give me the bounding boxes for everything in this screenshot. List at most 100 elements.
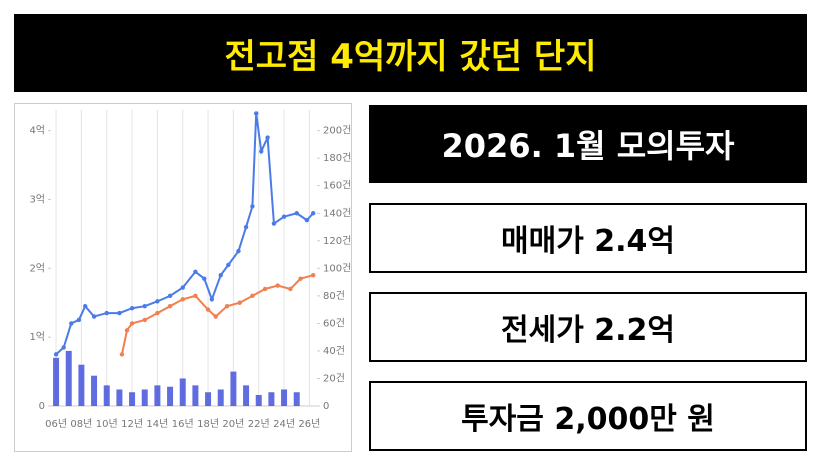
volume-bar [179,378,186,406]
price-point [76,317,82,323]
price-point [259,149,264,154]
volume-bar [78,364,85,406]
x-tick-label: 14년 [146,418,168,430]
y2-tick-label: 140건 [323,207,351,219]
y-tick-label: 1억 [29,331,45,343]
volume-bar [255,394,262,406]
price-point [142,303,147,309]
price-point [155,299,160,304]
volume-bar [65,350,72,406]
y-tick-label: 2억 [29,262,45,274]
volume-bar [167,386,174,406]
y2-tick-label: 160건 [323,180,351,192]
chart-frame: 06년 08년 10년 12년 14년 16년 18년 20년 22년 24년 26년 0 1억 2억 3억… [14,103,352,452]
x-tick-label: 16년 [172,418,194,430]
volume-bar [192,385,199,406]
info-box: 전세가 2.2억 [369,292,807,362]
price-point [129,321,135,326]
y2-tick-label: 40건 [323,345,345,357]
price-point [167,303,173,309]
price-point [288,286,293,292]
price-point [250,204,255,209]
price-point [311,211,316,216]
volume-bar [281,389,288,406]
price-point [91,314,97,319]
volume-bar [217,389,224,406]
price-point [124,328,130,333]
price-point [202,276,207,281]
x-tick-label: 18년 [197,418,219,430]
volume-bar [293,392,300,406]
volume-bar [268,392,275,406]
price-point [213,314,218,319]
price-point [262,286,268,292]
price-point [69,321,74,326]
price-point [254,111,259,116]
volume-bar [205,392,212,406]
chart: 06년 08년 10년 12년 14년 16년 18년 20년 22년 24년 26년01억2억3억… [29,110,351,430]
x-tick-label: 20년 [222,418,244,430]
y2-tick-label: 120건 [323,235,351,247]
info-box: 투자금 2,000만 원 [369,381,807,451]
price-point [226,262,231,268]
volume-bar [116,389,123,406]
x-tick-label: 06년 [45,418,67,430]
price-point [243,224,249,230]
price-point [209,297,215,302]
price-point [129,306,135,311]
x-tick-label: 12년 [121,418,143,430]
price-point [83,303,88,309]
price-point [236,248,241,254]
price-point [265,135,270,140]
price-point [193,269,198,274]
price-point [304,217,310,223]
y2-tick-label: 0 [323,401,329,412]
price-point [180,297,185,302]
volume-bar [141,389,148,406]
info-box: 매매가 2.4억 [369,203,807,273]
price-point [275,283,280,288]
y2-tick-label: 100건 [323,262,351,274]
price-point [142,317,147,323]
y-tick-label: 4억 [29,125,45,137]
volume-bar [53,357,60,406]
price-point [117,310,122,316]
y2-tick-label: 20건 [323,372,345,384]
x-tick-label: 24년 [273,418,295,430]
price-point [61,345,66,350]
price-point [250,293,255,299]
price-point [298,276,303,281]
volume-bar [103,385,110,406]
price-point [271,221,277,226]
x-tick-label: 10년 [96,418,118,430]
price-point [294,211,299,216]
price-point [53,352,59,357]
volume-bar [243,385,250,406]
volume-bar [129,392,136,406]
price-point [193,293,198,299]
price-point [180,285,185,290]
price-point [218,273,223,278]
volume-bar [91,375,98,406]
x-tick-label: 08년 [70,418,92,430]
price-point [311,273,316,278]
volume-bar [154,385,161,406]
x-tick-label: 22년 [248,418,270,430]
price-point [167,293,173,299]
price-point [155,310,160,316]
x-tick-label: 26년 [298,418,320,430]
y2-tick-label: 60건 [323,317,345,329]
price-point [224,303,230,309]
price-point [281,214,287,219]
price-point [237,300,242,305]
info-heading: 2026. 1월 모의투자 [369,105,807,183]
price-point [104,310,109,316]
y2-tick-label: 200건 [323,125,351,137]
volume-bar [230,371,237,406]
y-tick-label: 0 [39,401,45,412]
price-point [205,307,211,312]
title-banner: 전고점 4억까지 갔던 단지 [14,14,807,92]
price-point [119,352,125,357]
y2-tick-label: 80건 [323,290,345,302]
